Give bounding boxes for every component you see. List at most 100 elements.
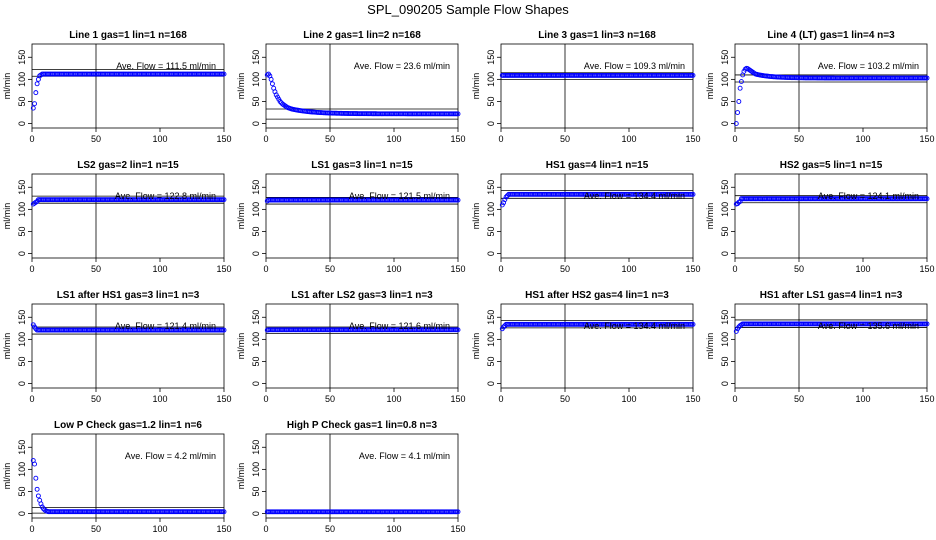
- data-point: [34, 486, 40, 492]
- data-point: [736, 99, 742, 104]
- x-tick-label: 0: [29, 134, 34, 144]
- x-tick-label: 50: [91, 134, 101, 144]
- y-tick-label: 0: [251, 251, 261, 256]
- x-tick-label: 50: [560, 134, 570, 144]
- data-point: [32, 101, 38, 107]
- y-tick-label: 0: [17, 511, 27, 516]
- data-point: [35, 493, 41, 499]
- y-axis-label: ml/min: [705, 73, 715, 100]
- data-point: [221, 71, 227, 77]
- data-point: [455, 111, 461, 117]
- y-tick-label: 100: [251, 332, 261, 347]
- plot-box: [734, 173, 928, 259]
- y-tick-label: 0: [720, 121, 730, 126]
- x-tick-label: 0: [732, 394, 737, 404]
- panel-3: Line 3 gas=1 lin=3 n=168 0 50 100 150 0 50 100 1…: [471, 30, 701, 144]
- plot-box: [31, 433, 225, 519]
- data-point: [690, 72, 696, 78]
- plot-box: [31, 173, 225, 259]
- x-tick-label: 150: [685, 264, 700, 274]
- data-points: [264, 509, 461, 515]
- y-tick-label: 100: [17, 72, 27, 87]
- x-tick-label: 150: [450, 524, 465, 534]
- data-points: [499, 321, 696, 332]
- ave-flow-annotation: Ave. Flow = 122.8 ml/min: [115, 191, 216, 201]
- panel-9: LS1 after HS1 gas=3 lin=1 n=3 0 50 100 150 0 5…: [2, 290, 232, 404]
- panel-title: HS2 gas=5 lin=1 n=15: [780, 160, 883, 171]
- x-tick-label: 0: [29, 394, 34, 404]
- data-point: [501, 324, 507, 330]
- y-tick-label: 100: [251, 202, 261, 217]
- plot-box: [500, 303, 694, 389]
- y-tick-label: 50: [251, 96, 261, 106]
- x-tick-label: 150: [919, 264, 934, 274]
- y-tick-label: 100: [486, 72, 496, 87]
- panel-title: Line 3 gas=1 lin=3 n=168: [538, 30, 656, 41]
- data-point: [690, 191, 696, 197]
- panel-14: High P Check gas=1 lin=0.8 n=3 0 50 100 150 0…: [236, 420, 466, 534]
- panel-title: HS1 after HS2 gas=4 lin=1 n=3: [525, 290, 669, 301]
- y-tick-label: 150: [251, 50, 261, 65]
- y-tick-label: 50: [17, 486, 27, 496]
- panel-8: HS2 gas=5 lin=1 n=15 0 50 100 150 0 50 100 150 ml…: [705, 160, 935, 274]
- x-tick-label: 0: [498, 394, 503, 404]
- y-axis-label: ml/min: [471, 73, 481, 100]
- panel-6: LS1 gas=3 lin=1 n=15 0 50 100 150 0 50 100 150 ml…: [236, 160, 466, 274]
- panel-4: Line 4 (LT) gas=1 lin=4 n=3 0 50 100 150 0 50 1…: [705, 30, 935, 144]
- plot-box: [734, 43, 928, 129]
- x-tick-label: 150: [216, 394, 231, 404]
- data-points: [30, 71, 227, 111]
- ave-flow-annotation: Ave. Flow = 121.5 ml/min: [349, 191, 450, 201]
- y-tick-label: 0: [251, 121, 261, 126]
- plot-box: [31, 303, 225, 389]
- y-tick-label: 100: [720, 332, 730, 347]
- data-point: [924, 321, 930, 327]
- ave-flow-annotation: Ave. Flow = 109.3 ml/min: [584, 61, 685, 71]
- x-tick-label: 50: [325, 134, 335, 144]
- y-tick-label: 150: [486, 180, 496, 195]
- y-axis-label: ml/min: [2, 73, 12, 100]
- y-tick-label: 50: [720, 356, 730, 366]
- y-tick-label: 150: [720, 180, 730, 195]
- y-tick-label: 0: [17, 251, 27, 256]
- x-tick-label: 150: [216, 524, 231, 534]
- x-tick-label: 100: [855, 134, 870, 144]
- y-tick-label: 0: [17, 121, 27, 126]
- x-tick-label: 100: [152, 134, 167, 144]
- y-tick-label: 50: [720, 226, 730, 236]
- x-tick-label: 0: [263, 264, 268, 274]
- x-tick-label: 150: [450, 394, 465, 404]
- data-point: [737, 85, 743, 91]
- data-point: [277, 99, 283, 104]
- plot-box: [31, 43, 225, 129]
- data-points: [264, 327, 461, 333]
- panel-10: LS1 after LS2 gas=3 lin=1 n=3 0 50 100 150 0 5…: [236, 290, 466, 404]
- x-tick-label: 150: [919, 134, 934, 144]
- panel-5: LS2 gas=2 lin=1 n=15 0 50 100 150 0 50 100 150 ml…: [2, 160, 232, 274]
- y-tick-label: 150: [720, 50, 730, 65]
- y-tick-label: 50: [486, 96, 496, 106]
- y-axis-label: ml/min: [236, 463, 246, 490]
- y-tick-label: 100: [486, 202, 496, 217]
- y-tick-label: 0: [251, 381, 261, 386]
- y-tick-label: 150: [720, 310, 730, 325]
- data-point: [32, 461, 38, 467]
- data-point: [924, 75, 930, 81]
- data-point: [33, 475, 39, 481]
- y-tick-label: 100: [486, 332, 496, 347]
- data-point: [221, 509, 227, 515]
- x-tick-label: 100: [152, 394, 167, 404]
- x-tick-label: 0: [263, 134, 268, 144]
- panel-title: HS1 gas=4 lin=1 n=15: [546, 160, 649, 171]
- x-tick-label: 0: [732, 264, 737, 274]
- ave-flow-annotation: Ave. Flow = 4.2 ml/min: [125, 451, 216, 461]
- panel-11: HS1 after HS2 gas=4 lin=1 n=3 0 50 100 150 0 5…: [471, 290, 701, 404]
- ave-flow-annotation: Ave. Flow = 135.6 ml/min: [818, 321, 919, 331]
- data-point: [924, 196, 930, 202]
- x-tick-label: 50: [325, 524, 335, 534]
- x-tick-label: 100: [855, 264, 870, 274]
- y-tick-label: 50: [251, 486, 261, 496]
- x-tick-label: 150: [919, 394, 934, 404]
- data-points: [264, 71, 461, 117]
- x-tick-label: 50: [794, 134, 804, 144]
